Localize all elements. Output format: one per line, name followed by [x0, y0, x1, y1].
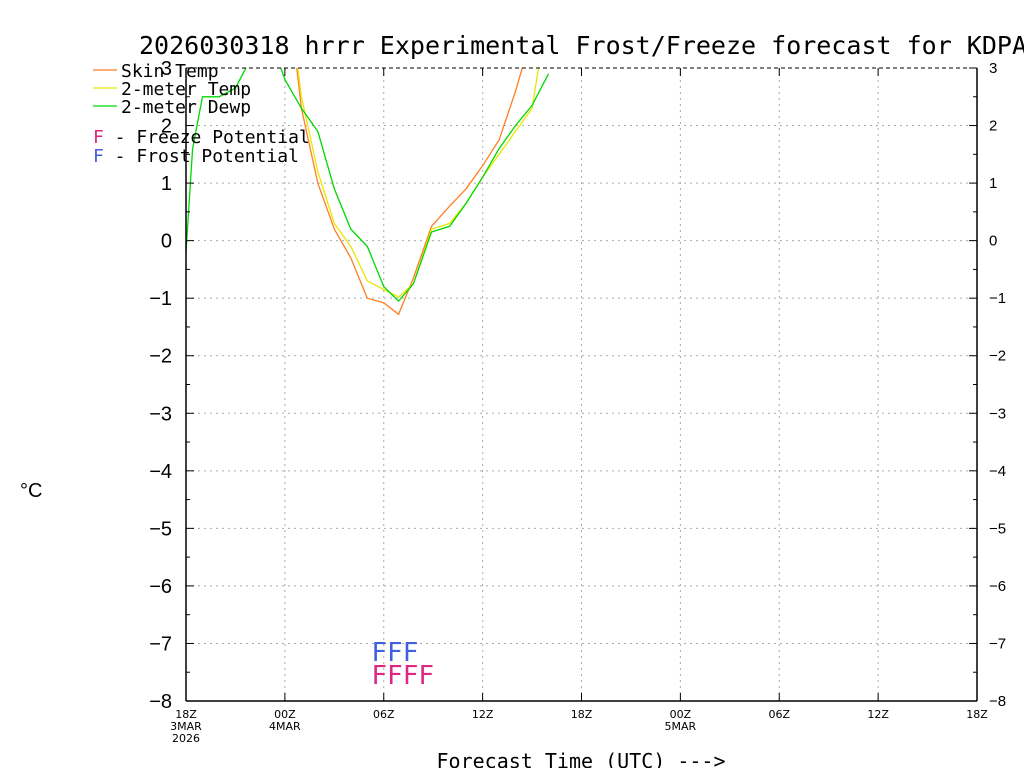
- y-tick-label-right: −7: [989, 635, 1006, 652]
- y-tick-label-right: 0: [989, 233, 997, 250]
- y-tick-label-right: −5: [989, 520, 1006, 537]
- axes: 3 3 2 2 1 1 0 0 −1 −1 −2 −2 −3 −3 −4 −4 −5 −5 −6 −6 −7 −7 −8 −8…: [149, 58, 1006, 745]
- y-axis-label: °C: [20, 480, 42, 502]
- legend-label-skin-temp: Skin Temp: [121, 61, 219, 82]
- y-tick-label-left: 0: [161, 231, 172, 253]
- y-tick-label-left: −3: [149, 403, 172, 425]
- potential-legend-item: F - Frost Potential: [93, 146, 299, 167]
- y-tick-label-left: −7: [149, 633, 172, 655]
- y-tick-label-right: −6: [989, 578, 1006, 595]
- frost-markers: FFF: [371, 638, 418, 668]
- y-tick-label-left: −6: [149, 576, 172, 598]
- x-tick-label: 3MAR: [170, 720, 202, 733]
- x-tick-label: 18Z: [175, 708, 197, 721]
- x-tick-label: 00Z: [670, 708, 692, 721]
- legend-label-2-meter-temp: 2-meter Temp: [121, 79, 251, 100]
- y-tick-label-right: −3: [989, 405, 1006, 422]
- y-tick-label-left: −5: [149, 518, 172, 540]
- x-tick-label: 12Z: [472, 708, 494, 721]
- potential-legend-item: F - Freeze Potential: [93, 127, 310, 148]
- y-tick-label-left: 1: [161, 173, 172, 195]
- series-line-2-meter-dewp: [186, 68, 550, 303]
- potential-legend-text: - Freeze Potential: [104, 127, 310, 148]
- freeze-markers: FFFF: [371, 661, 434, 691]
- series-layer: [186, 68, 550, 316]
- x-tick-label: 2026: [172, 732, 200, 745]
- y-tick-label-right: −2: [989, 348, 1006, 365]
- series-line-skin-temp: [296, 68, 523, 316]
- x-tick-label: 00Z: [274, 708, 296, 721]
- x-tick-label: 12Z: [867, 708, 889, 721]
- y-tick-label-left: 2: [161, 116, 172, 138]
- y-tick-label-right: −4: [989, 463, 1006, 480]
- y-tick-label-left: −8: [149, 691, 172, 713]
- chart-title: 2026030318 hrrr Experimental Frost/Freez…: [139, 31, 1024, 60]
- potential-legend-letter: F: [93, 146, 104, 167]
- y-tick-label-left: 3: [161, 58, 172, 80]
- y-tick-label-left: −4: [149, 461, 172, 483]
- potential-legend-text: - Frost Potential: [104, 146, 299, 167]
- x-tick-label: 4MAR: [269, 720, 301, 733]
- legend-label-2-meter-dewp: 2-meter Dewp: [121, 97, 251, 118]
- y-tick-label-right: 1: [989, 175, 997, 192]
- y-tick-label-right: −8: [989, 693, 1006, 710]
- y-tick-label-right: −1: [989, 290, 1006, 307]
- series-line-2-meter-temp: [297, 68, 540, 298]
- x-tick-label: 06Z: [373, 708, 395, 721]
- x-tick-label: 06Z: [768, 708, 790, 721]
- y-tick-label-right: 2: [989, 118, 997, 135]
- x-axis-label: Forecast Time (UTC) --->: [437, 749, 726, 768]
- potential-legend-letter: F: [93, 127, 104, 148]
- x-tick-label: 18Z: [966, 708, 988, 721]
- x-tick-label: 5MAR: [665, 720, 697, 733]
- y-tick-label-right: 3: [989, 60, 997, 77]
- y-tick-label-left: −2: [149, 346, 172, 368]
- y-tick-label-left: −1: [149, 288, 172, 310]
- x-tick-label: 18Z: [571, 708, 593, 721]
